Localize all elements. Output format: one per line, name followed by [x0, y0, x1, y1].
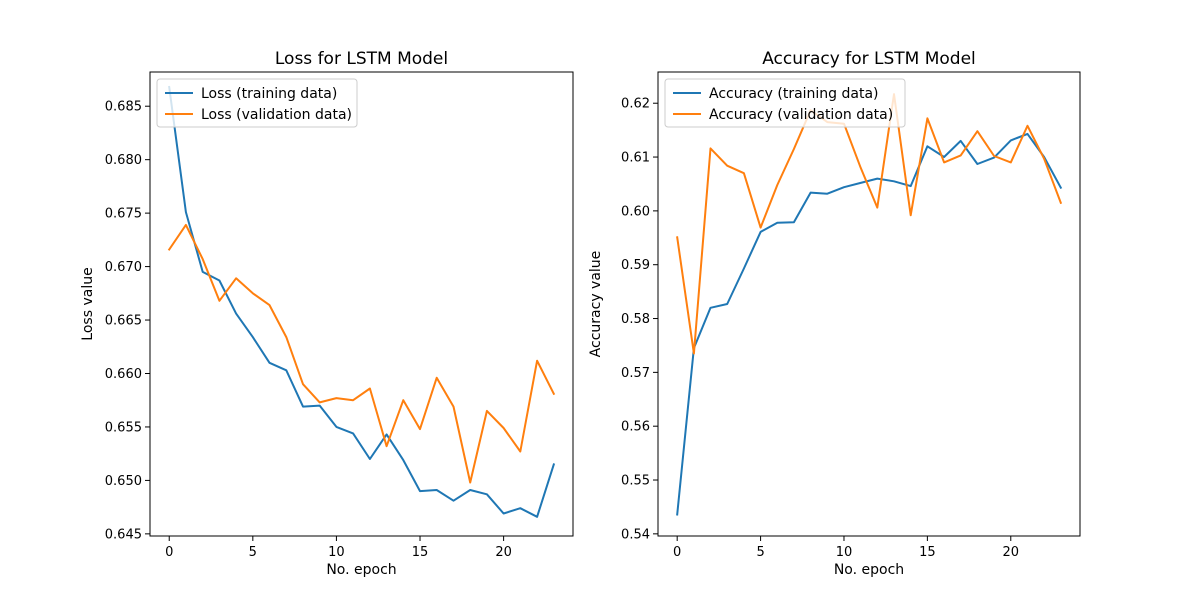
accuracy-y-tick-label: 0.59 — [621, 258, 650, 273]
accuracy-y-tick-label: 0.55 — [621, 474, 650, 489]
accuracy-y-tick-label: 0.56 — [621, 420, 650, 435]
loss-legend-label-1: Loss (validation data) — [201, 107, 352, 123]
accuracy-x-tick-label: 5 — [756, 545, 764, 560]
accuracy-legend-label-0: Accuracy (training data) — [709, 86, 879, 102]
loss-y-tick-label: 0.645 — [105, 527, 142, 542]
accuracy-y-tick-label: 0.58 — [621, 312, 650, 327]
loss-x-tick-label: 5 — [249, 545, 257, 560]
accuracy-legend-label-1: Accuracy (validation data) — [709, 107, 893, 123]
accuracy-series-line-0 — [676, 132, 1063, 516]
loss-series-line-0 — [168, 85, 556, 518]
accuracy-legend-box — [664, 78, 906, 128]
loss-y-tick-label: 0.650 — [105, 474, 142, 489]
loss-legend-label-0: Loss (training data) — [201, 86, 337, 102]
loss-legend: Loss (training data) Loss (validation dat… — [156, 78, 358, 128]
loss-x-tick-label: 20 — [495, 545, 512, 560]
accuracy-x-tick-label: 15 — [919, 545, 936, 560]
loss-y-tick-label: 0.660 — [105, 367, 142, 382]
loss-y-tick-label: 0.685 — [105, 100, 142, 115]
loss-x-axis-label: No. epoch — [326, 562, 396, 578]
accuracy-x-axis-label: No. epoch — [834, 562, 904, 578]
loss-y-tick-label: 0.655 — [105, 420, 142, 435]
loss-y-tick-label: 0.675 — [105, 207, 142, 222]
loss-y-axis-label: Loss value — [80, 267, 96, 340]
accuracy-series-line-1 — [676, 93, 1063, 355]
accuracy-y-axis-label: Accuracy value — [588, 251, 604, 358]
accuracy-x-tick-label: 0 — [673, 545, 681, 560]
accuracy-x-tick-label: 20 — [1003, 545, 1020, 560]
loss-x-tick-label: 0 — [165, 545, 173, 560]
loss-legend-box — [156, 78, 358, 128]
accuracy-y-tick-label: 0.54 — [621, 527, 650, 542]
accuracy-y-tick-label: 0.62 — [621, 97, 650, 112]
loss-y-tick-label: 0.670 — [105, 260, 142, 275]
loss-y-tick-label: 0.680 — [105, 153, 142, 168]
loss-series-line-1 — [167, 223, 556, 484]
accuracy-chart: 0 5 10 15 20 0.54 0.55 0.56 0.57 0.58 0.59 0.60 0.61… — [588, 49, 1081, 578]
accuracy-y-tick-label: 0.61 — [621, 151, 650, 166]
loss-chart: 0 5 10 15 20 0.645 0.650 0.655 0.660 0.665 0.670 0.… — [80, 49, 574, 578]
accuracy-y-tick-label: 0.57 — [621, 366, 650, 381]
loss-chart-title: Loss for LSTM Model — [275, 49, 448, 69]
accuracy-chart-title: Accuracy for LSTM Model — [762, 49, 976, 69]
accuracy-y-tick-label: 0.60 — [621, 204, 650, 219]
loss-x-tick-label: 15 — [412, 545, 429, 560]
loss-plot-frame — [149, 71, 574, 537]
accuracy-x-tick-label: 10 — [836, 545, 853, 560]
accuracy-legend: Accuracy (training data) Accuracy (valida… — [664, 78, 906, 128]
accuracy-plot-frame — [657, 71, 1081, 537]
loss-y-tick-label: 0.665 — [105, 314, 142, 329]
loss-x-tick-label: 10 — [328, 545, 345, 560]
